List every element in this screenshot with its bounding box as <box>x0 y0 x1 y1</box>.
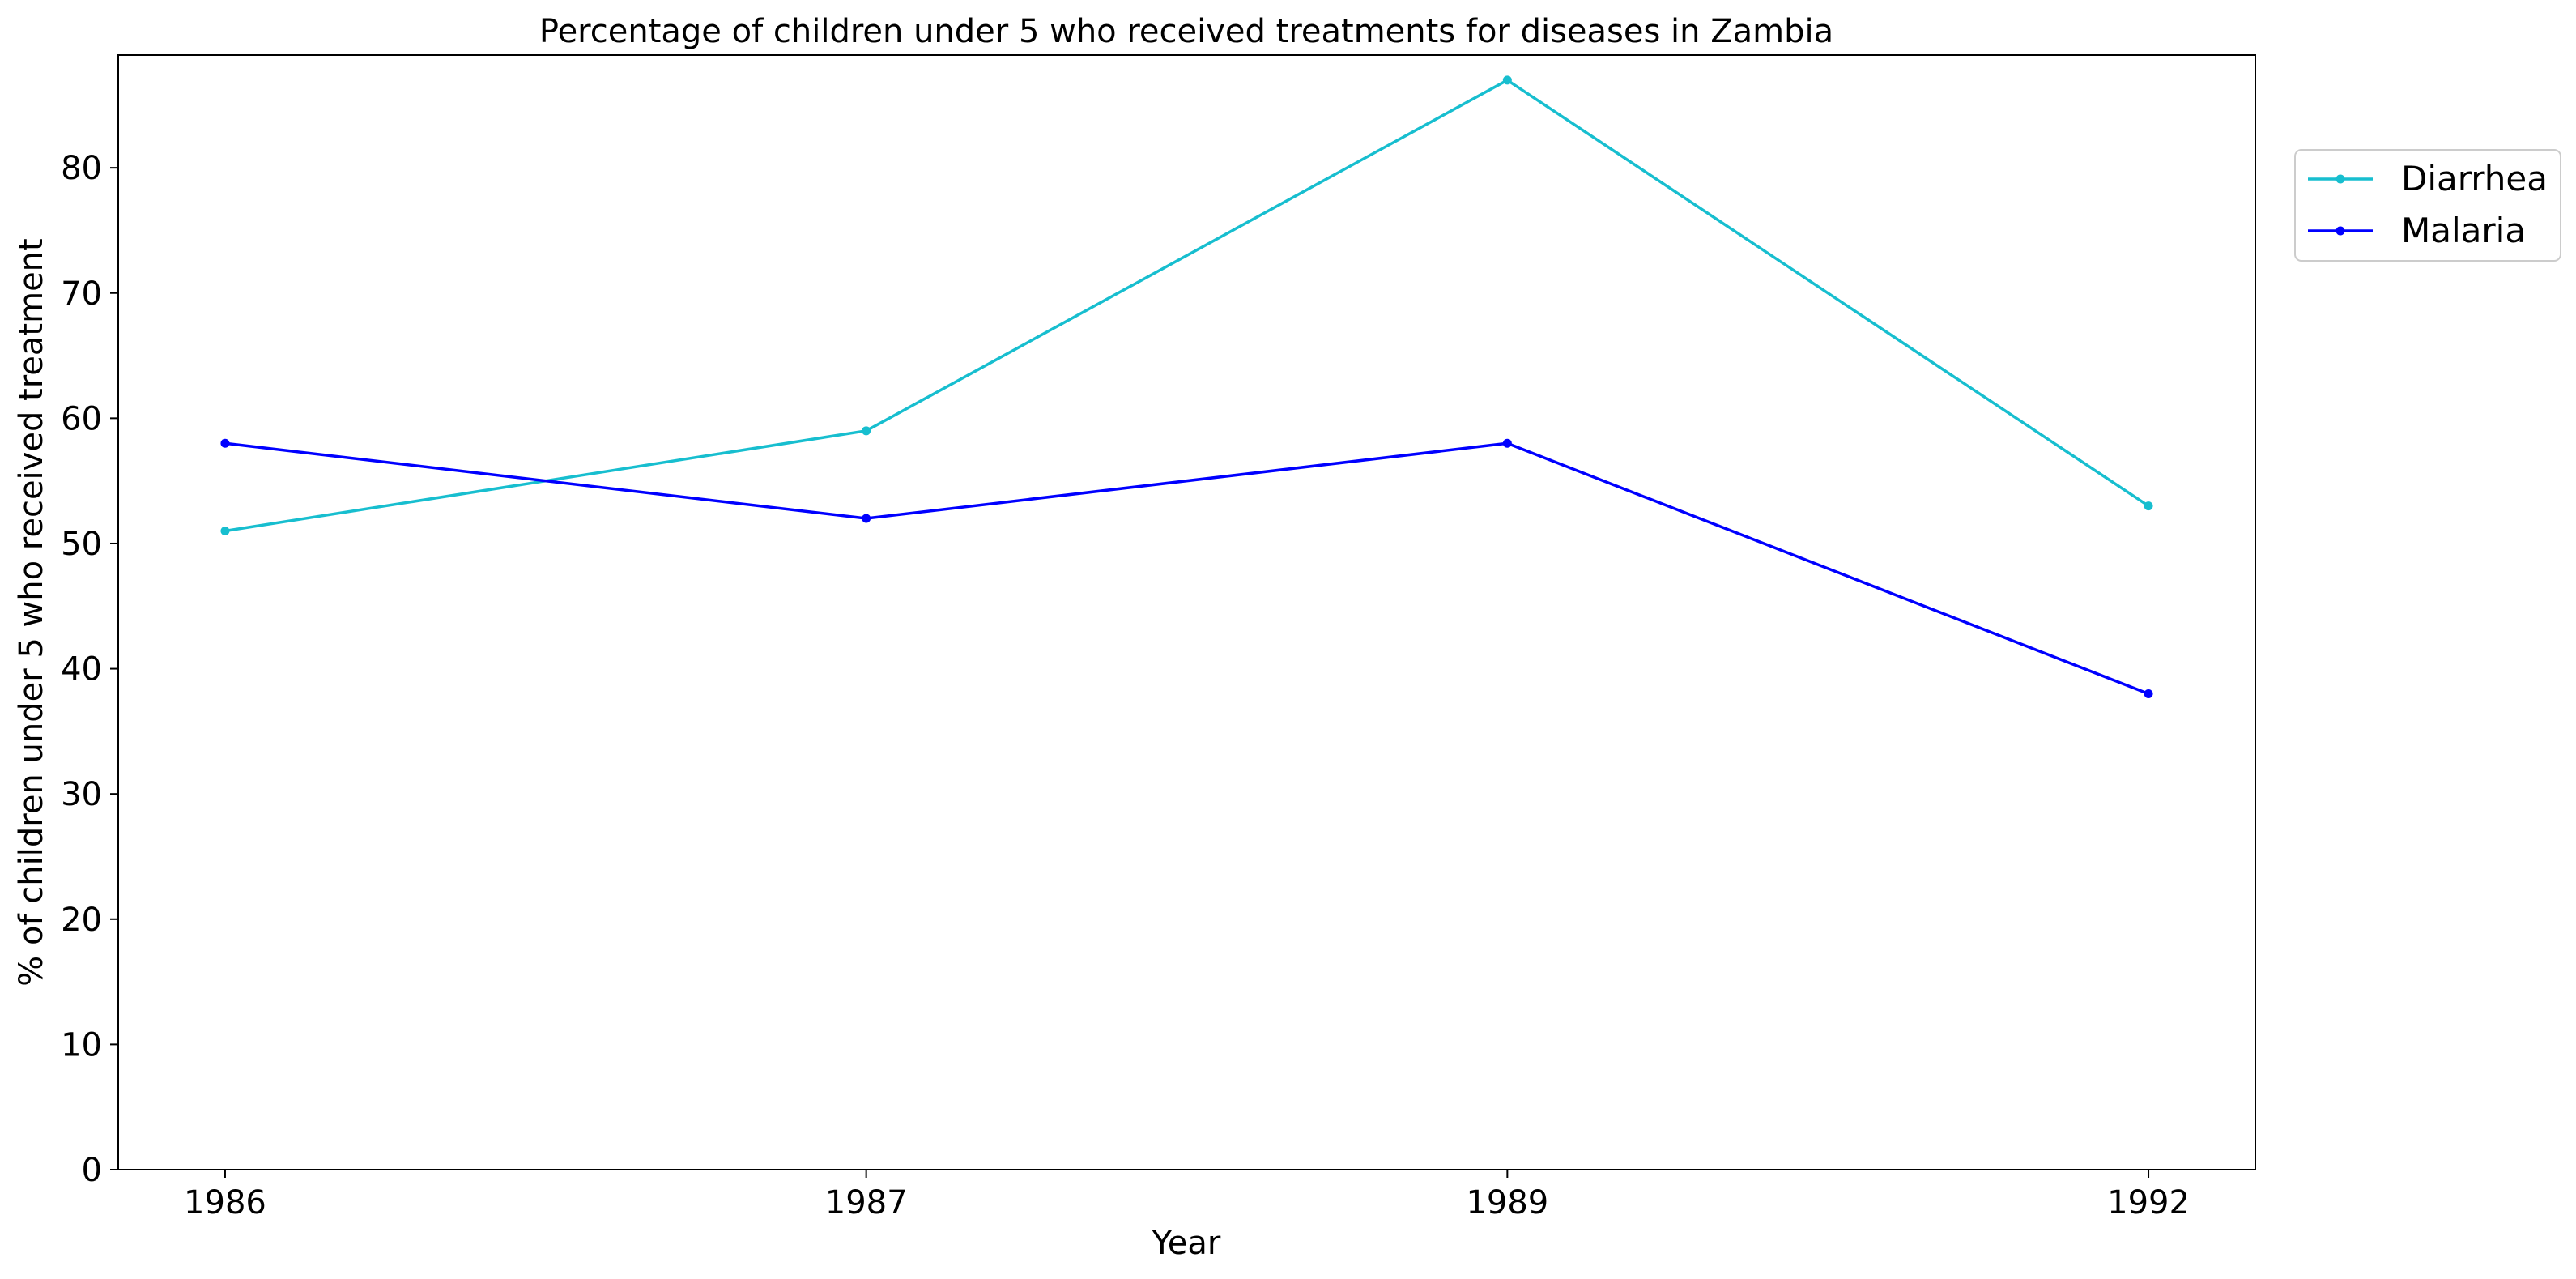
data-point-diarrhea <box>1502 75 1512 85</box>
x-axis-label: Year <box>1152 1225 1221 1262</box>
legend-label-malaria: Malaria <box>2401 211 2526 250</box>
x-tick-label: 1986 <box>184 1184 266 1221</box>
legend-label-diarrhea: Diarrhea <box>2401 159 2548 198</box>
legend-item-malaria: Malaria <box>2308 211 2526 250</box>
legend-marker-malaria <box>2335 226 2345 236</box>
y-tick-label: 0 <box>82 1152 102 1189</box>
x-axis: 1986 1987 1989 1992 <box>184 1170 2190 1221</box>
y-tick-label: 20 <box>61 902 102 939</box>
plot-area <box>117 54 2256 1170</box>
x-tick-label: 1989 <box>1466 1184 1548 1221</box>
y-axis-label: % of children under 5 who received treat… <box>13 238 50 986</box>
legend-item-diarrhea: Diarrhea <box>2308 159 2548 198</box>
data-point-diarrhea <box>862 426 871 436</box>
y-tick-label: 60 <box>61 400 102 437</box>
legend: Diarrhea Malaria <box>2294 149 2561 262</box>
data-point-malaria <box>2144 689 2153 698</box>
series-malaria <box>220 438 2153 698</box>
series-line-malaria <box>224 441 2149 696</box>
y-tick-label: 80 <box>61 150 102 187</box>
y-axis: 0 10 20 30 40 50 60 70 80 <box>61 150 118 1189</box>
data-point-malaria <box>862 514 871 523</box>
chart-title: Percentage of children under 5 who recei… <box>539 13 1833 50</box>
y-tick-label: 10 <box>61 1026 102 1064</box>
y-tick-label: 70 <box>61 275 102 313</box>
y-tick-label: 50 <box>61 526 102 563</box>
plot-frame <box>117 54 2256 1170</box>
x-tick-label: 1987 <box>825 1184 908 1221</box>
data-point-diarrhea <box>220 527 230 536</box>
series-line-diarrhea <box>224 79 2150 533</box>
y-tick-label: 30 <box>61 776 102 813</box>
series-layer <box>220 75 2153 698</box>
data-point-malaria <box>1502 438 1512 448</box>
x-tick-label: 1992 <box>2107 1184 2190 1221</box>
y-tick-label: 40 <box>61 651 102 689</box>
legend-marker-diarrhea <box>2335 174 2345 184</box>
data-point-diarrhea <box>2144 501 2153 511</box>
data-point-malaria <box>220 438 230 448</box>
series-diarrhea <box>220 75 2153 536</box>
